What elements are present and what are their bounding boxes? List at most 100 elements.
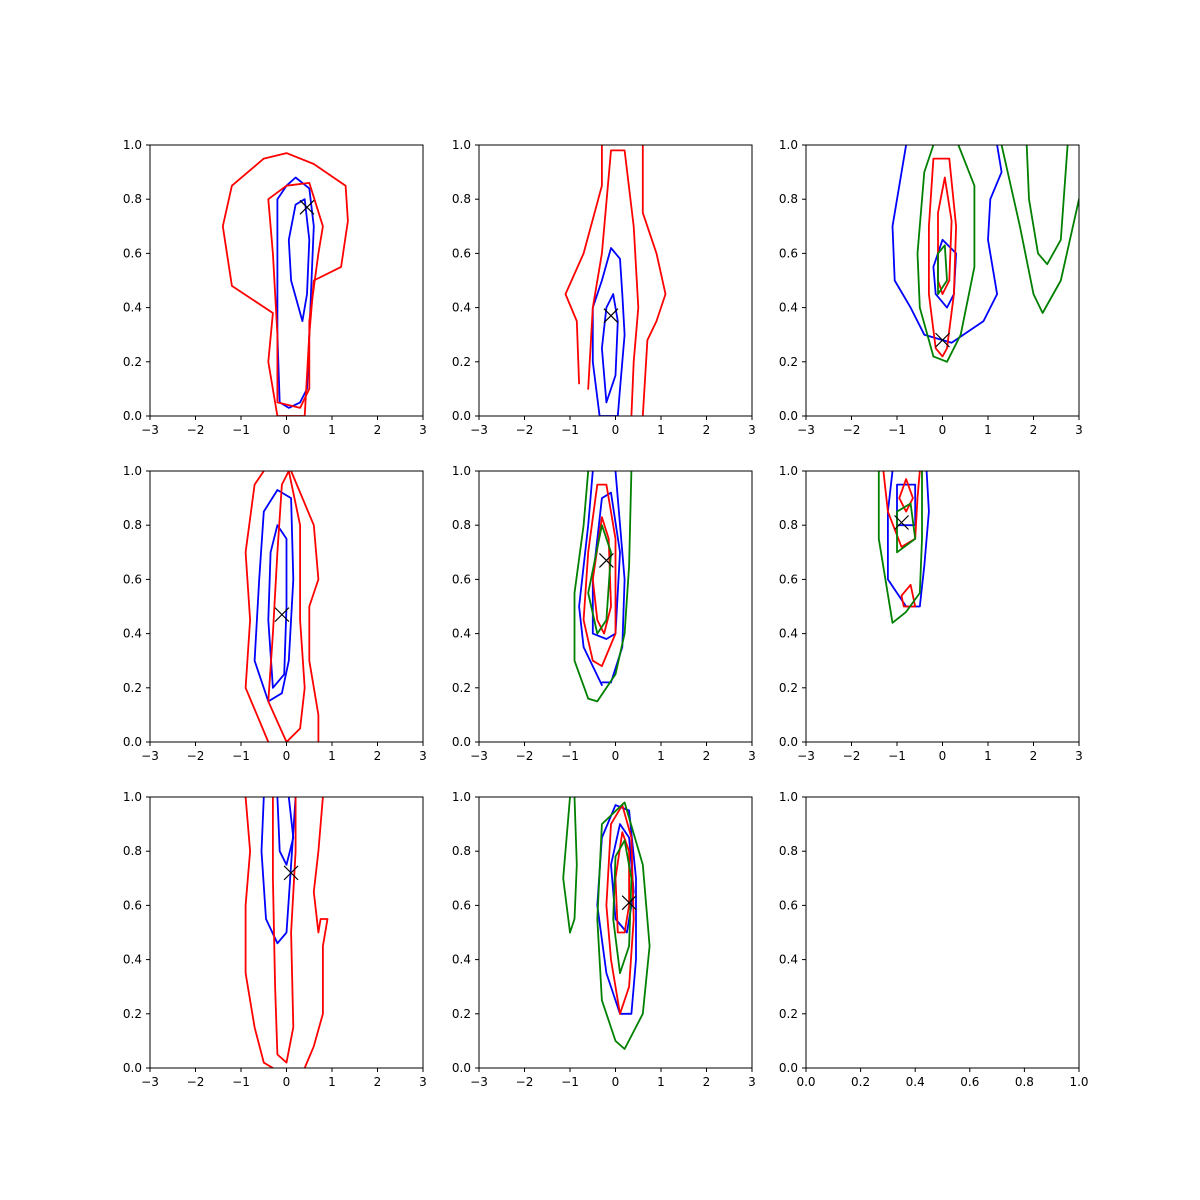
green-contour-4	[612, 839, 633, 974]
y-tick-label: 1.0	[779, 790, 798, 804]
blue-contour-1	[891, 145, 1003, 344]
blue-contour-1	[276, 176, 315, 409]
y-tick-label: 0.0	[452, 409, 471, 423]
green-contour-1	[877, 471, 923, 624]
x-tick-label: 0	[939, 423, 947, 437]
x-marker	[274, 607, 290, 623]
blue-contour-1	[578, 471, 603, 686]
x-tick-label: 3	[419, 749, 427, 763]
x-tick-label: 0	[283, 423, 291, 437]
red-contour-2	[303, 797, 329, 1068]
x-tick-label: −3	[141, 423, 159, 437]
red-contour-2	[591, 516, 612, 635]
x-tick-label: −1	[232, 749, 250, 763]
x-tick-label: 2	[374, 749, 382, 763]
subplot-9: 0.0 0.2 0.4 0.6 0.8 1.0 0.0 0.2 0.4 0.6 0.8 1.0	[779, 790, 1089, 1089]
x-tick-label: 0.8	[1015, 1075, 1034, 1089]
blue-contour-1	[260, 797, 297, 945]
x-tick-label: 1	[328, 1075, 336, 1089]
y-tick-label: 0.2	[452, 355, 471, 369]
y-tick-label: 0.4	[779, 301, 798, 315]
x-tick-label: −2	[843, 423, 861, 437]
contours	[573, 471, 633, 703]
green-contour-2	[587, 471, 633, 703]
y-tick-label: 0.6	[779, 572, 798, 586]
y-tick-label: 0.8	[123, 844, 142, 858]
red-contour-1	[244, 797, 274, 1068]
x-tick-label: 0	[939, 749, 947, 763]
red-contour-2	[900, 583, 917, 608]
red-contour-1	[928, 157, 957, 358]
y-tick-label: 0.8	[452, 518, 471, 532]
subplot-2: −3 −2 −1 0 1 2 3 0.0 0.2 0.4 0.6 0.8 1.0	[452, 138, 756, 437]
contours	[244, 797, 329, 1068]
x-tick-label: 2	[374, 423, 382, 437]
y-tick-label: 1.0	[123, 464, 142, 478]
x-tick-label: 1.0	[1069, 1075, 1088, 1089]
x-marker	[603, 308, 619, 324]
y-tick-label: 0.4	[779, 627, 798, 641]
x-tick-label: −2	[516, 749, 534, 763]
green-contour-1	[916, 145, 935, 358]
blue-contour-2	[601, 293, 619, 404]
blue-contour-2	[267, 524, 288, 689]
x-tick-label: −3	[470, 749, 488, 763]
red-contour-2	[641, 145, 667, 416]
y-tick-label: 0.8	[452, 192, 471, 206]
y-tick-label: 0.4	[452, 627, 471, 641]
x-tick-label: 0.0	[796, 1075, 815, 1089]
green-contour-2	[569, 797, 578, 934]
y-tick-label: 0.6	[123, 246, 142, 260]
y-tick-label: 0.2	[452, 681, 471, 695]
x-tick-label: −1	[561, 749, 579, 763]
y-tick-label: 1.0	[452, 464, 471, 478]
axes-frame	[805, 796, 1080, 1069]
red-contour-1	[582, 483, 617, 667]
x-tick-label: 3	[748, 749, 756, 763]
blue-contour-2	[287, 198, 311, 322]
y-tick-label: 0.8	[123, 518, 142, 532]
red-contour-1	[244, 471, 270, 742]
green-contour-3	[587, 524, 612, 635]
y-tick-label: 0.2	[779, 355, 798, 369]
y-tick-label: 0.0	[779, 1061, 798, 1075]
x-tick-label: 3	[748, 423, 756, 437]
green-contour-1	[573, 471, 590, 700]
y-tick-label: 0.4	[779, 953, 798, 967]
contours	[891, 145, 1079, 363]
x-tick-label: 3	[419, 423, 427, 437]
y-tick-label: 0.0	[779, 409, 798, 423]
y-tick-label: 0.8	[779, 844, 798, 858]
red-contour-3	[272, 797, 297, 1064]
x-tick-label: 1	[657, 749, 665, 763]
x-tick-label: −3	[797, 423, 815, 437]
x-tick-label: 1	[657, 423, 665, 437]
x-tick-label: −2	[516, 423, 534, 437]
y-tick-label: 0.0	[779, 735, 798, 749]
y-tick-label: 0.8	[779, 518, 798, 532]
subplot-4: −3 −2 −1 0 1 2 3 0.0 0.2 0.4 0.6 0.8 1.0	[123, 464, 427, 763]
x-tick-label: −1	[232, 1075, 250, 1089]
red-contour-1	[564, 145, 603, 385]
y-tick-label: 0.6	[779, 898, 798, 912]
x-tick-label: −1	[561, 423, 579, 437]
x-tick-label: 3	[1075, 423, 1083, 437]
x-marker	[935, 332, 950, 348]
green-contour-3	[1000, 145, 1079, 314]
green-contour-1	[562, 797, 571, 934]
x-tick-label: 2	[703, 423, 711, 437]
green-contour-3	[596, 801, 651, 1050]
y-tick-label: 0.4	[452, 301, 471, 315]
x-tick-label: −2	[516, 1075, 534, 1089]
x-tick-label: 0	[283, 1075, 291, 1089]
x-tick-label: −3	[141, 1075, 159, 1089]
y-tick-label: 0.6	[452, 246, 471, 260]
blue-contour-1	[253, 489, 295, 703]
red-contour-2	[290, 471, 320, 742]
x-tick-label: 0.4	[906, 1075, 925, 1089]
x-tick-label: −1	[888, 423, 906, 437]
x-tick-label: −3	[797, 749, 815, 763]
x-tick-label: −1	[232, 423, 250, 437]
red-contour-2	[614, 831, 630, 934]
x-tick-label: −3	[141, 749, 159, 763]
